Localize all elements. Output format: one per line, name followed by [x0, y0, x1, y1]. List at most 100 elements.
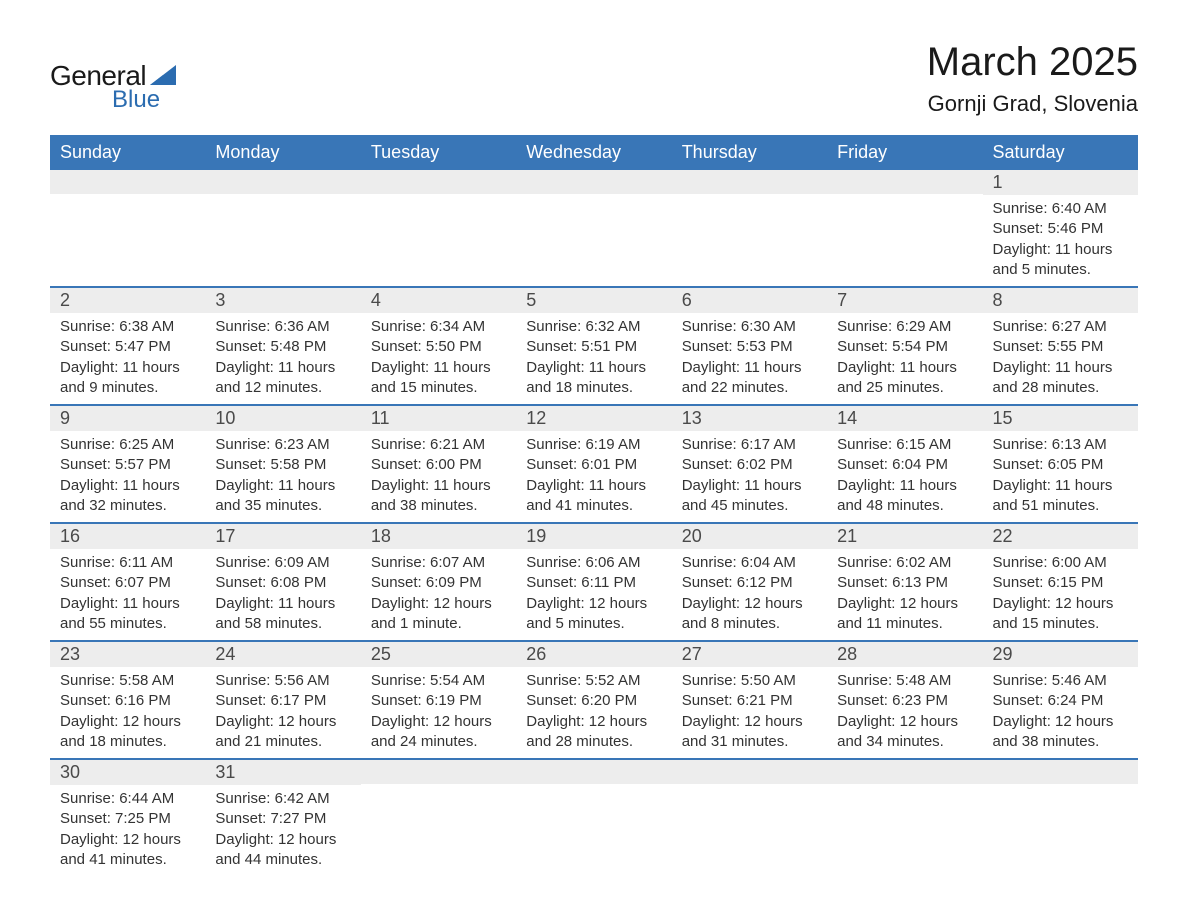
day-number — [672, 760, 827, 784]
daylight-line: Daylight: 11 hours and 25 minutes. — [837, 358, 972, 399]
day-number — [361, 170, 516, 194]
sunset-line: Sunset: 5:55 PM — [993, 337, 1128, 357]
calendar-week-row: 9Sunrise: 6:25 AMSunset: 5:57 PMDaylight… — [50, 406, 1138, 524]
day-number: 14 — [827, 406, 982, 431]
sunrise-line: Sunrise: 6:13 AM — [993, 435, 1128, 455]
day-number: 21 — [827, 524, 982, 549]
sunset-line: Sunset: 7:27 PM — [215, 809, 350, 829]
day-content — [827, 194, 982, 204]
day-content: Sunrise: 6:38 AMSunset: 5:47 PMDaylight:… — [50, 313, 205, 404]
sunset-line: Sunset: 5:46 PM — [993, 219, 1128, 239]
daylight-line: Daylight: 11 hours and 45 minutes. — [682, 476, 817, 517]
day-number: 18 — [361, 524, 516, 549]
day-content — [672, 784, 827, 794]
title-block: March 2025 Gornji Grad, Slovenia — [927, 40, 1138, 117]
day-content: Sunrise: 6:11 AMSunset: 6:07 PMDaylight:… — [50, 549, 205, 640]
calendar-day-cell: 5Sunrise: 6:32 AMSunset: 5:51 PMDaylight… — [516, 288, 671, 404]
daylight-line: Daylight: 12 hours and 1 minute. — [371, 594, 506, 635]
sunset-line: Sunset: 5:53 PM — [682, 337, 817, 357]
day-content: Sunrise: 6:23 AMSunset: 5:58 PMDaylight:… — [205, 431, 360, 522]
calendar-day-cell: 28Sunrise: 5:48 AMSunset: 6:23 PMDayligh… — [827, 642, 982, 758]
day-number — [516, 170, 671, 194]
day-content: Sunrise: 6:40 AMSunset: 5:46 PMDaylight:… — [983, 195, 1138, 286]
sunrise-line: Sunrise: 6:00 AM — [993, 553, 1128, 573]
day-number: 11 — [361, 406, 516, 431]
day-content: Sunrise: 5:50 AMSunset: 6:21 PMDaylight:… — [672, 667, 827, 758]
weekday-header: Wednesday — [516, 135, 671, 170]
sunset-line: Sunset: 5:48 PM — [215, 337, 350, 357]
sunset-line: Sunset: 6:04 PM — [837, 455, 972, 475]
sunrise-line: Sunrise: 6:29 AM — [837, 317, 972, 337]
day-number: 6 — [672, 288, 827, 313]
sunset-line: Sunset: 5:50 PM — [371, 337, 506, 357]
daylight-line: Daylight: 12 hours and 5 minutes. — [526, 594, 661, 635]
daylight-line: Daylight: 11 hours and 12 minutes. — [215, 358, 350, 399]
sunrise-line: Sunrise: 6:30 AM — [682, 317, 817, 337]
calendar-day-cell: 24Sunrise: 5:56 AMSunset: 6:17 PMDayligh… — [205, 642, 360, 758]
logo-text-blue: Blue — [112, 86, 160, 114]
calendar-day-cell — [827, 170, 982, 286]
day-content — [516, 784, 671, 794]
calendar-day-cell: 2Sunrise: 6:38 AMSunset: 5:47 PMDaylight… — [50, 288, 205, 404]
calendar-day-cell — [672, 760, 827, 876]
day-content: Sunrise: 6:07 AMSunset: 6:09 PMDaylight:… — [361, 549, 516, 640]
calendar-day-cell: 11Sunrise: 6:21 AMSunset: 6:00 PMDayligh… — [361, 406, 516, 522]
calendar-week-row: 23Sunrise: 5:58 AMSunset: 6:16 PMDayligh… — [50, 642, 1138, 760]
calendar-day-cell: 9Sunrise: 6:25 AMSunset: 5:57 PMDaylight… — [50, 406, 205, 522]
calendar-day-cell: 13Sunrise: 6:17 AMSunset: 6:02 PMDayligh… — [672, 406, 827, 522]
calendar-day-cell: 7 Sunrise: 6:29 AMSunset: 5:54 PMDaylight… — [827, 288, 982, 404]
daylight-line: Daylight: 12 hours and 18 minutes. — [60, 712, 195, 753]
day-content — [516, 194, 671, 204]
daylight-line: Daylight: 11 hours and 22 minutes. — [682, 358, 817, 399]
day-content — [50, 194, 205, 204]
daylight-line: Daylight: 12 hours and 34 minutes. — [837, 712, 972, 753]
calendar-day-cell: 15Sunrise: 6:13 AMSunset: 6:05 PMDayligh… — [983, 406, 1138, 522]
day-number — [50, 170, 205, 194]
calendar-week-row: 1Sunrise: 6:40 AMSunset: 5:46 PMDaylight… — [50, 170, 1138, 288]
weeks-container: 1Sunrise: 6:40 AMSunset: 5:46 PMDaylight… — [50, 170, 1138, 876]
daylight-line: Daylight: 11 hours and 35 minutes. — [215, 476, 350, 517]
sunrise-line: Sunrise: 6:36 AM — [215, 317, 350, 337]
sunset-line: Sunset: 6:15 PM — [993, 573, 1128, 593]
sunrise-line: Sunrise: 6:07 AM — [371, 553, 506, 573]
day-content: Sunrise: 6:36 AMSunset: 5:48 PMDaylight:… — [205, 313, 360, 404]
calendar-day-cell: 25Sunrise: 5:54 AMSunset: 6:19 PMDayligh… — [361, 642, 516, 758]
daylight-line: Daylight: 12 hours and 38 minutes. — [993, 712, 1128, 753]
sunset-line: Sunset: 6:00 PM — [371, 455, 506, 475]
daylight-line: Daylight: 11 hours and 41 minutes. — [526, 476, 661, 517]
daylight-line: Daylight: 12 hours and 28 minutes. — [526, 712, 661, 753]
daylight-line: Daylight: 12 hours and 41 minutes. — [60, 830, 195, 871]
daylight-line: Daylight: 11 hours and 58 minutes. — [215, 594, 350, 635]
day-content: Sunrise: 5:48 AMSunset: 6:23 PMDaylight:… — [827, 667, 982, 758]
sunset-line: Sunset: 6:16 PM — [60, 691, 195, 711]
day-number: 2 — [50, 288, 205, 313]
sunrise-line: Sunrise: 5:50 AM — [682, 671, 817, 691]
day-number — [827, 760, 982, 784]
sunset-line: Sunset: 5:54 PM — [837, 337, 972, 357]
sunrise-line: Sunrise: 6:19 AM — [526, 435, 661, 455]
calendar-week-row: 30Sunrise: 6:44 AMSunset: 7:25 PMDayligh… — [50, 760, 1138, 876]
day-number: 31 — [205, 760, 360, 785]
sunrise-line: Sunrise: 6:06 AM — [526, 553, 661, 573]
sunrise-line: Sunrise: 6:09 AM — [215, 553, 350, 573]
calendar-day-cell — [361, 760, 516, 876]
day-number — [672, 170, 827, 194]
day-number: 5 — [516, 288, 671, 313]
day-content: Sunrise: 5:54 AMSunset: 6:19 PMDaylight:… — [361, 667, 516, 758]
calendar-day-cell: 10Sunrise: 6:23 AMSunset: 5:58 PMDayligh… — [205, 406, 360, 522]
daylight-line: Daylight: 11 hours and 32 minutes. — [60, 476, 195, 517]
daylight-line: Daylight: 11 hours and 18 minutes. — [526, 358, 661, 399]
day-content — [361, 194, 516, 204]
day-content: Sunrise: 5:52 AMSunset: 6:20 PMDaylight:… — [516, 667, 671, 758]
daylight-line: Daylight: 11 hours and 28 minutes. — [993, 358, 1128, 399]
day-number: 7 — [827, 288, 982, 313]
sunrise-line: Sunrise: 5:46 AM — [993, 671, 1128, 691]
day-number — [827, 170, 982, 194]
calendar-day-cell — [50, 170, 205, 286]
day-number: 15 — [983, 406, 1138, 431]
day-content — [672, 194, 827, 204]
weekday-header-row: Sunday Monday Tuesday Wednesday Thursday… — [50, 135, 1138, 170]
sunset-line: Sunset: 6:12 PM — [682, 573, 817, 593]
sunrise-line: Sunrise: 6:32 AM — [526, 317, 661, 337]
calendar-day-cell: 16Sunrise: 6:11 AMSunset: 6:07 PMDayligh… — [50, 524, 205, 640]
